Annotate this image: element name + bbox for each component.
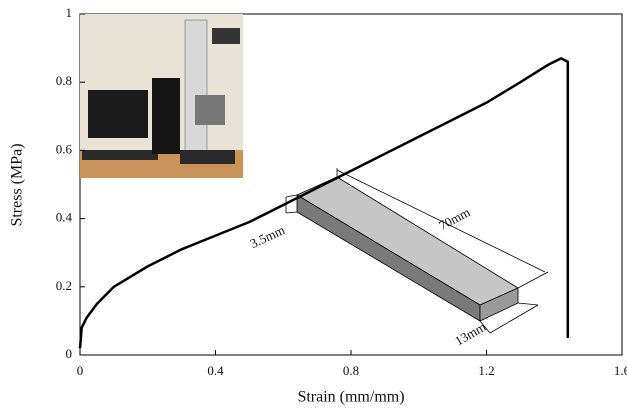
chart: Strain (mm/mm) Stress (MPa) 3.5mm 70mm 1… [0, 0, 627, 409]
x-axis-label: Strain (mm/mm) [297, 389, 404, 406]
x-tick-label: 1.2 [478, 363, 494, 378]
x-tick-label: 0 [77, 363, 84, 378]
inset-photo [80, 14, 243, 178]
x-tick-label: 0.8 [343, 363, 359, 378]
annotation: 13mm [452, 319, 488, 349]
y-tick-label: 0.6 [56, 141, 73, 156]
y-tick-label: 0.8 [56, 73, 72, 88]
annotation: 70mm [436, 204, 472, 233]
x-tick-label: 1.6 [614, 363, 627, 378]
y-tick-label: 0.4 [56, 210, 73, 225]
y-axis-label: Stress (MPa) [9, 143, 26, 226]
x-tick-label: 0.4 [207, 363, 224, 378]
y-tick-label: 1 [66, 5, 73, 20]
y-tick-label: 0.2 [56, 278, 72, 293]
specimen [286, 168, 548, 333]
annotation: 3.5mm [248, 222, 287, 251]
y-tick-label: 0 [66, 346, 73, 361]
